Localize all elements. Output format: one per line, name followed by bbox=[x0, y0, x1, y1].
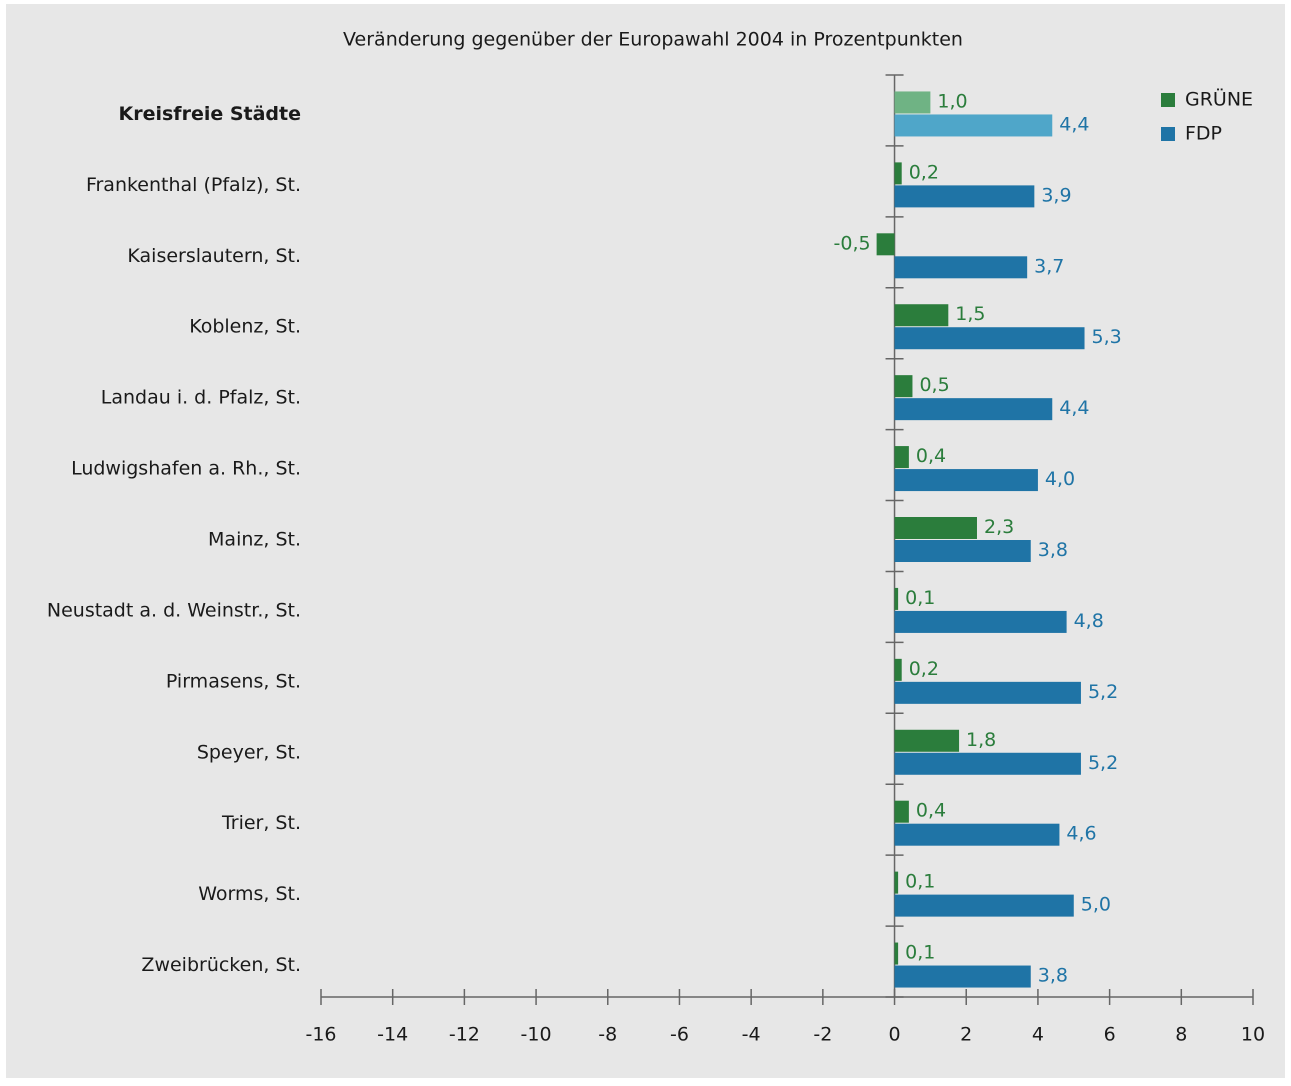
legend-swatch bbox=[1161, 127, 1175, 141]
value-label: 2,3 bbox=[984, 516, 1014, 538]
y-tick-label: Kreisfreie Städte bbox=[119, 103, 302, 125]
value-label: 0,1 bbox=[905, 587, 935, 609]
bar bbox=[894, 517, 977, 539]
background bbox=[6, 4, 1285, 1078]
bar bbox=[894, 823, 1060, 846]
x-tick-label: 6 bbox=[1104, 1024, 1116, 1046]
y-tick-label: Koblenz, St. bbox=[189, 316, 301, 338]
y-tick-label: Ludwigshafen a. Rh., St. bbox=[71, 458, 301, 480]
y-tick-label: Kaiserslautern, St. bbox=[127, 245, 301, 267]
legend-label: GRÜNE bbox=[1185, 88, 1253, 111]
value-label: 0,4 bbox=[916, 445, 946, 467]
bar bbox=[894, 185, 1035, 208]
x-tick-label: -8 bbox=[598, 1024, 617, 1046]
bar bbox=[894, 894, 1074, 917]
bar bbox=[894, 540, 1031, 562]
value-label: 0,2 bbox=[909, 658, 939, 680]
bar bbox=[894, 114, 1053, 137]
bar bbox=[894, 871, 899, 894]
x-tick-label: 4 bbox=[1032, 1024, 1044, 1046]
bar bbox=[894, 398, 1053, 421]
x-tick-label: 8 bbox=[1175, 1024, 1187, 1046]
bar bbox=[894, 587, 899, 610]
value-label: 4,4 bbox=[1059, 397, 1089, 419]
chart-title: Veränderung gegenüber der Europawahl 200… bbox=[343, 29, 963, 51]
bar bbox=[894, 469, 1038, 492]
bar bbox=[894, 91, 931, 114]
value-label: -0,5 bbox=[834, 232, 871, 254]
value-label: 0,4 bbox=[916, 800, 946, 822]
bar bbox=[894, 256, 1028, 279]
x-tick-label: -12 bbox=[449, 1024, 480, 1046]
value-label: 1,8 bbox=[966, 729, 996, 751]
x-tick-label: -6 bbox=[670, 1024, 689, 1046]
x-tick-label: 10 bbox=[1241, 1024, 1265, 1046]
value-label: 4,4 bbox=[1059, 113, 1089, 135]
y-tick-label: Pirmasens, St. bbox=[166, 670, 301, 692]
value-label: 3,8 bbox=[1038, 965, 1068, 987]
bar bbox=[894, 942, 899, 965]
y-tick-label: Zweibrücken, St. bbox=[141, 954, 301, 976]
bar bbox=[894, 752, 1081, 775]
bar bbox=[894, 800, 909, 823]
value-label: 0,1 bbox=[905, 942, 935, 964]
bar bbox=[894, 446, 909, 469]
y-tick-label: Trier, St. bbox=[221, 812, 301, 834]
bar bbox=[894, 610, 1067, 633]
x-tick-label: -4 bbox=[742, 1024, 761, 1046]
value-label: 0,1 bbox=[905, 871, 935, 893]
y-tick-label: Landau i. d. Pfalz, St. bbox=[101, 387, 301, 409]
y-tick-label: Frankenthal (Pfalz), St. bbox=[86, 174, 301, 196]
y-tick-label: Neustadt a. d. Weinstr., St. bbox=[47, 599, 301, 621]
value-label: 3,9 bbox=[1041, 184, 1071, 206]
value-label: 5,0 bbox=[1081, 894, 1111, 916]
bar bbox=[894, 304, 949, 327]
value-label: 4,0 bbox=[1045, 468, 1075, 490]
value-label: 4,6 bbox=[1066, 823, 1096, 845]
value-label: 4,8 bbox=[1074, 610, 1104, 632]
bar bbox=[876, 233, 895, 256]
value-label: 0,2 bbox=[909, 161, 939, 183]
bar bbox=[894, 681, 1081, 704]
bar bbox=[894, 162, 902, 185]
bar bbox=[894, 375, 913, 398]
value-label: 1,5 bbox=[955, 303, 985, 325]
value-label: 3,8 bbox=[1038, 539, 1068, 561]
value-label: 1,0 bbox=[937, 90, 967, 112]
x-tick-label: -10 bbox=[521, 1024, 552, 1046]
value-label: 5,3 bbox=[1092, 326, 1122, 348]
value-label: 5,2 bbox=[1088, 752, 1118, 774]
legend-swatch bbox=[1161, 93, 1175, 107]
value-label: 5,2 bbox=[1088, 681, 1118, 703]
value-label: 3,7 bbox=[1034, 255, 1064, 277]
y-tick-label: Worms, St. bbox=[198, 883, 301, 905]
y-tick-label: Mainz, St. bbox=[208, 529, 301, 551]
value-label: 0,5 bbox=[919, 374, 949, 396]
bar bbox=[894, 327, 1085, 350]
y-tick-label: Speyer, St. bbox=[197, 741, 301, 763]
bar bbox=[894, 965, 1031, 988]
x-tick-label: 0 bbox=[888, 1024, 900, 1046]
x-tick-label: -2 bbox=[813, 1024, 832, 1046]
x-tick-label: 2 bbox=[960, 1024, 972, 1046]
bar bbox=[894, 729, 960, 752]
bar bbox=[894, 658, 902, 681]
legend-label: FDP bbox=[1185, 123, 1222, 145]
x-tick-label: -16 bbox=[305, 1024, 336, 1046]
x-tick-label: -14 bbox=[377, 1024, 408, 1046]
